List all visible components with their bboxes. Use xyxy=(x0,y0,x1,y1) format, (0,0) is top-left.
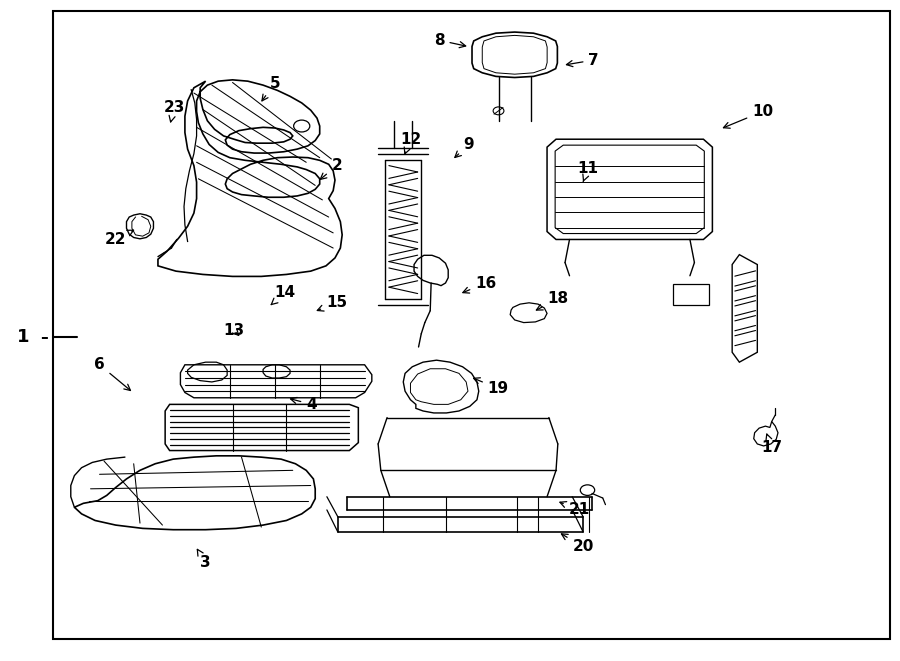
Text: 2: 2 xyxy=(320,158,342,179)
Text: 8: 8 xyxy=(434,33,465,48)
Text: 15: 15 xyxy=(318,295,347,311)
Text: 1: 1 xyxy=(17,328,30,346)
Text: 10: 10 xyxy=(724,104,773,128)
Text: 7: 7 xyxy=(566,53,599,67)
Text: 17: 17 xyxy=(761,434,782,455)
Text: 9: 9 xyxy=(454,137,474,157)
Text: 5: 5 xyxy=(262,75,280,101)
Text: 11: 11 xyxy=(578,161,599,182)
Text: 12: 12 xyxy=(400,132,421,154)
Text: 20: 20 xyxy=(562,534,594,555)
Text: 4: 4 xyxy=(291,397,317,412)
Text: 3: 3 xyxy=(197,549,211,570)
Text: 22: 22 xyxy=(105,230,133,247)
Text: 21: 21 xyxy=(560,502,590,518)
Text: 16: 16 xyxy=(463,276,497,293)
Text: 14: 14 xyxy=(271,285,296,305)
Text: 19: 19 xyxy=(473,378,508,396)
Text: –: – xyxy=(40,330,48,344)
Text: 23: 23 xyxy=(164,100,184,122)
Text: 6: 6 xyxy=(94,358,130,391)
Text: 18: 18 xyxy=(536,292,568,310)
Text: 13: 13 xyxy=(223,323,245,338)
Bar xyxy=(673,284,709,305)
